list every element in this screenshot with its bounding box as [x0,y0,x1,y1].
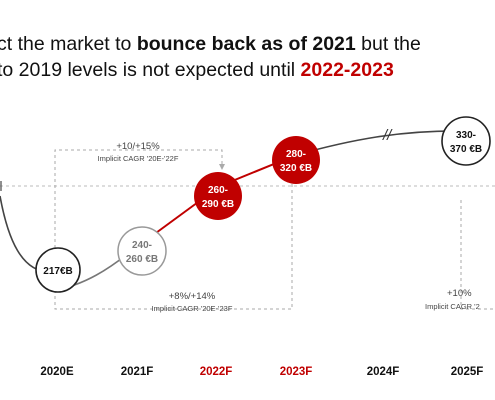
annotation-2022-sub: Implicit CAGR '20E-'22F [98,154,179,163]
label-2021F-line2: 260 €B [126,254,158,265]
x-tick-label: 2020E [40,366,74,378]
annotation-2023-main: +8%/+14% [169,291,216,302]
trend-line-2025 [295,130,466,156]
label-2025F-line2: 370 €B [450,144,482,155]
label-2023F-line2: 320 €B [280,163,312,174]
label-2023F-line1: 280- [286,149,306,160]
bracket-arrow [219,164,225,170]
point-2025F: 330- 370 €B [441,116,491,166]
x-tick-label: 2024F [367,366,400,378]
bubble-2025F [441,116,491,166]
point-2023F: 280- 320 €B [272,136,320,184]
bracket-2025 [460,200,495,310]
x-tick-label: 2025F [451,366,484,378]
annotation-2022-main: +10/+15% [116,141,160,152]
x-tick-label: 2023F [280,366,313,378]
point-2022F: 260- 290 €B [194,172,242,220]
label-2022F-line2: 290 €B [202,199,234,210]
bubble-2023F [272,136,320,184]
label-2025F-line1: 330- [456,130,476,141]
bubble-2021F [117,226,167,276]
headline-highlight: 2022-2023 [300,59,394,81]
bubble-2020E [35,247,81,293]
bubble-2022F [194,172,242,220]
bracket-2022 [54,149,223,248]
x-tick-label: 2021F [121,366,154,378]
bracket-2023 [54,180,293,310]
headline-part: but the [355,33,421,55]
axis-break: // [382,127,393,144]
x-tick-label: 2022F [200,366,233,378]
headline-emphasis: bounce back as of 2021 [136,33,356,55]
x-axis: 2020E 2021F 2022F 2023F 2024F 2025F [40,366,483,378]
label-2022F-line1: 260- [208,185,228,196]
annotation-2025-main: +10% [447,288,472,299]
annotation-2023-sub: Implicit CAGR '20E-'23F [152,304,233,313]
point-2020E: 217€B [35,247,81,293]
annotation-2025-sub: Implicit CAGR '2 [425,302,480,311]
label-2020E: 217€B [43,266,72,277]
label-2021F-line1: 240- [132,240,152,251]
headline-part: ct the market to [0,33,137,55]
headline-part: to 2019 levels is not expected until [0,59,301,81]
point-2021F: 240- 260 €B [117,226,167,276]
